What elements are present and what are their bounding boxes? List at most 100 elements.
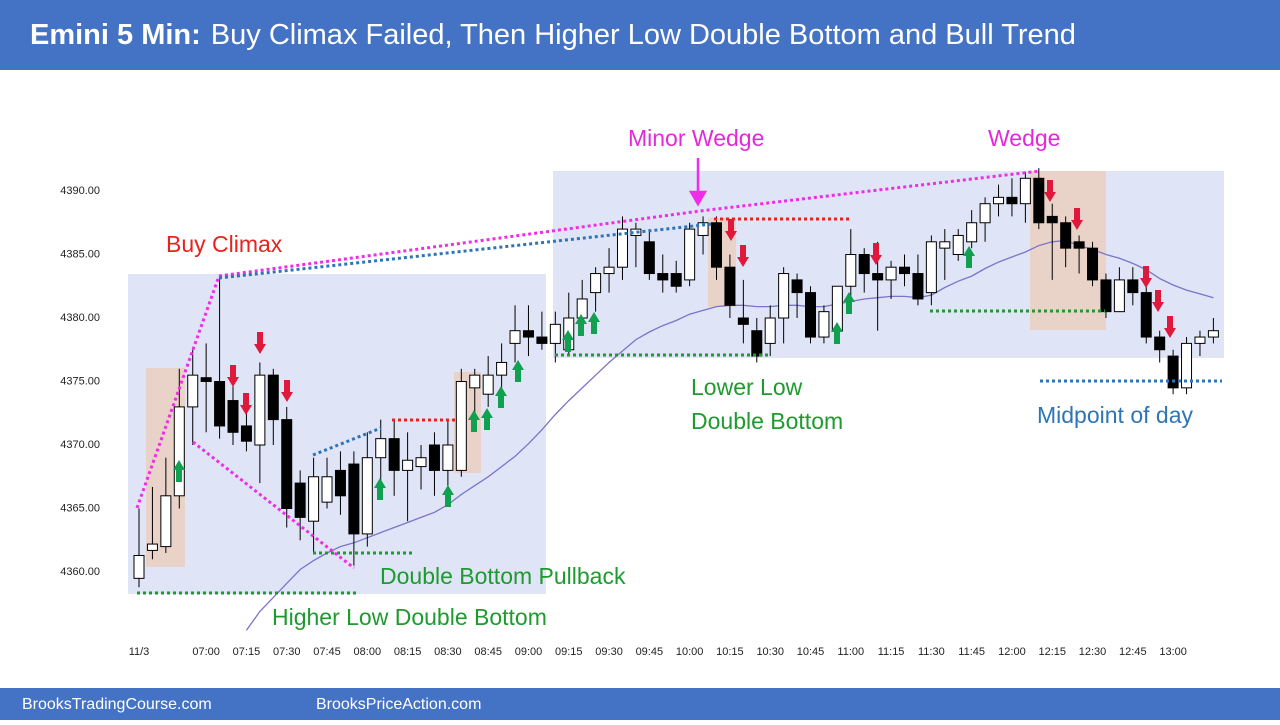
- range-box: [553, 171, 1224, 358]
- plot: 4360.00 4365.00 4370.00 4375.00 4380.00 4385.…: [60, 168, 1219, 658]
- candle-body: [899, 266, 911, 275]
- candle-body: [724, 266, 736, 306]
- sell-arrow: [227, 365, 239, 387]
- x-tick-label: 11:45: [958, 646, 985, 658]
- candle-body: [375, 438, 387, 459]
- candle-body: [321, 476, 333, 503]
- candle-body: [402, 459, 414, 471]
- candle-body: [348, 463, 360, 535]
- x-tick-label: 08:15: [394, 646, 422, 658]
- footer-link[interactable]: BrooksTradingCourse.com: [22, 696, 212, 713]
- x-tick-label: 07:15: [233, 646, 261, 658]
- candle-body: [858, 254, 870, 275]
- sell-arrow: [240, 393, 252, 415]
- candle-body: [240, 425, 252, 442]
- arrow-head: [688, 190, 708, 207]
- candle-body: [872, 273, 884, 281]
- x-tick-label: 10:45: [797, 646, 825, 658]
- candle-body: [697, 222, 709, 236]
- sell-arrow: [281, 380, 293, 402]
- title-rest: Buy Climax Failed, Then Higher Low Doubl…: [211, 19, 1076, 51]
- sell-arrow: [1152, 290, 1164, 312]
- candle-body: [334, 469, 346, 497]
- buy-arrow: [963, 246, 975, 268]
- candle-body: [469, 374, 481, 389]
- y-tick-label: 4375.00: [60, 375, 100, 387]
- candle-body: [173, 406, 185, 497]
- sell-arrow: [737, 245, 749, 267]
- candle-body: [1181, 342, 1193, 389]
- candle-body: [415, 457, 427, 468]
- x-tick-label: 12:45: [1119, 646, 1147, 658]
- candle-body: [966, 222, 978, 243]
- buy-arrow: [562, 330, 574, 352]
- candle-body: [1073, 241, 1085, 249]
- candle-body: [670, 273, 682, 287]
- candle-body: [227, 400, 239, 433]
- x-tick-label: 08:00: [354, 646, 382, 658]
- candle-body: [1194, 336, 1206, 344]
- annotation: Midpoint of day: [1037, 402, 1193, 428]
- x-tick-label: 10:00: [676, 646, 704, 658]
- candle-body: [1140, 292, 1152, 338]
- annotation: Minor Wedge: [628, 125, 764, 151]
- candle-body: [522, 330, 534, 338]
- candle-body: [1154, 336, 1166, 351]
- candle-body: [428, 444, 440, 471]
- sell-arrow: [725, 219, 737, 241]
- sell-arrow: [254, 332, 266, 354]
- candle-body: [1060, 222, 1072, 249]
- candle-body: [993, 196, 1005, 205]
- buy-arrow: [512, 360, 524, 382]
- candle-body: [925, 241, 937, 294]
- annotation: Lower Low: [691, 374, 803, 400]
- candle-body: [912, 273, 924, 300]
- y-tick-label: 4385.00: [60, 248, 100, 260]
- candle-body: [791, 279, 803, 294]
- y-tick-label: 4370.00: [60, 439, 100, 451]
- candle-body: [845, 254, 857, 287]
- y-tick-label: 4365.00: [60, 502, 100, 514]
- x-tick-label: 09:45: [636, 646, 664, 658]
- sell-arrow: [1164, 316, 1176, 338]
- candle-body: [1006, 196, 1018, 205]
- sell-arrow: [1140, 266, 1152, 288]
- signal-arrows: [173, 180, 1176, 507]
- buy-arrow: [173, 460, 185, 482]
- buy-arrow: [495, 386, 507, 408]
- range-box: [128, 274, 546, 594]
- x-tick-label: 07:45: [313, 646, 341, 658]
- footer-bar: [0, 688, 1280, 720]
- buy-arrow: [831, 322, 843, 344]
- candle-body: [455, 381, 467, 471]
- x-tick-label: 09:30: [595, 646, 623, 658]
- y-tick-label: 4380.00: [60, 312, 100, 324]
- sell-arrow: [870, 243, 882, 265]
- x-tick-label: 11:00: [837, 646, 864, 658]
- candle-body: [214, 381, 226, 427]
- candle-body: [684, 228, 696, 281]
- annotation: Double Bottom Pullback: [380, 563, 626, 589]
- x-tick-label: 07:00: [192, 646, 220, 658]
- x-tick-label: 10:30: [756, 646, 784, 658]
- candle-body: [549, 323, 561, 344]
- candle-body: [388, 438, 400, 471]
- y-tick-label: 4360.00: [60, 566, 100, 578]
- candle-body: [590, 273, 602, 294]
- footer-link[interactable]: BrooksPriceAction.com: [316, 696, 481, 713]
- buy-arrow: [481, 408, 493, 430]
- buy-arrow: [374, 478, 386, 500]
- buy-arrow: [442, 485, 454, 507]
- wedge-line: [192, 440, 355, 570]
- candle-body: [643, 241, 655, 275]
- candle-body: [1167, 355, 1179, 389]
- candle-body: [200, 377, 212, 383]
- candle-body: [657, 273, 669, 281]
- candle-body: [818, 311, 830, 338]
- candle-body: [308, 476, 320, 522]
- x-tick-label: 12:00: [998, 646, 1026, 658]
- x-tick-label: 11:15: [878, 646, 905, 658]
- wedge-line: [135, 275, 221, 509]
- minor-wedge-arrow: [688, 158, 708, 207]
